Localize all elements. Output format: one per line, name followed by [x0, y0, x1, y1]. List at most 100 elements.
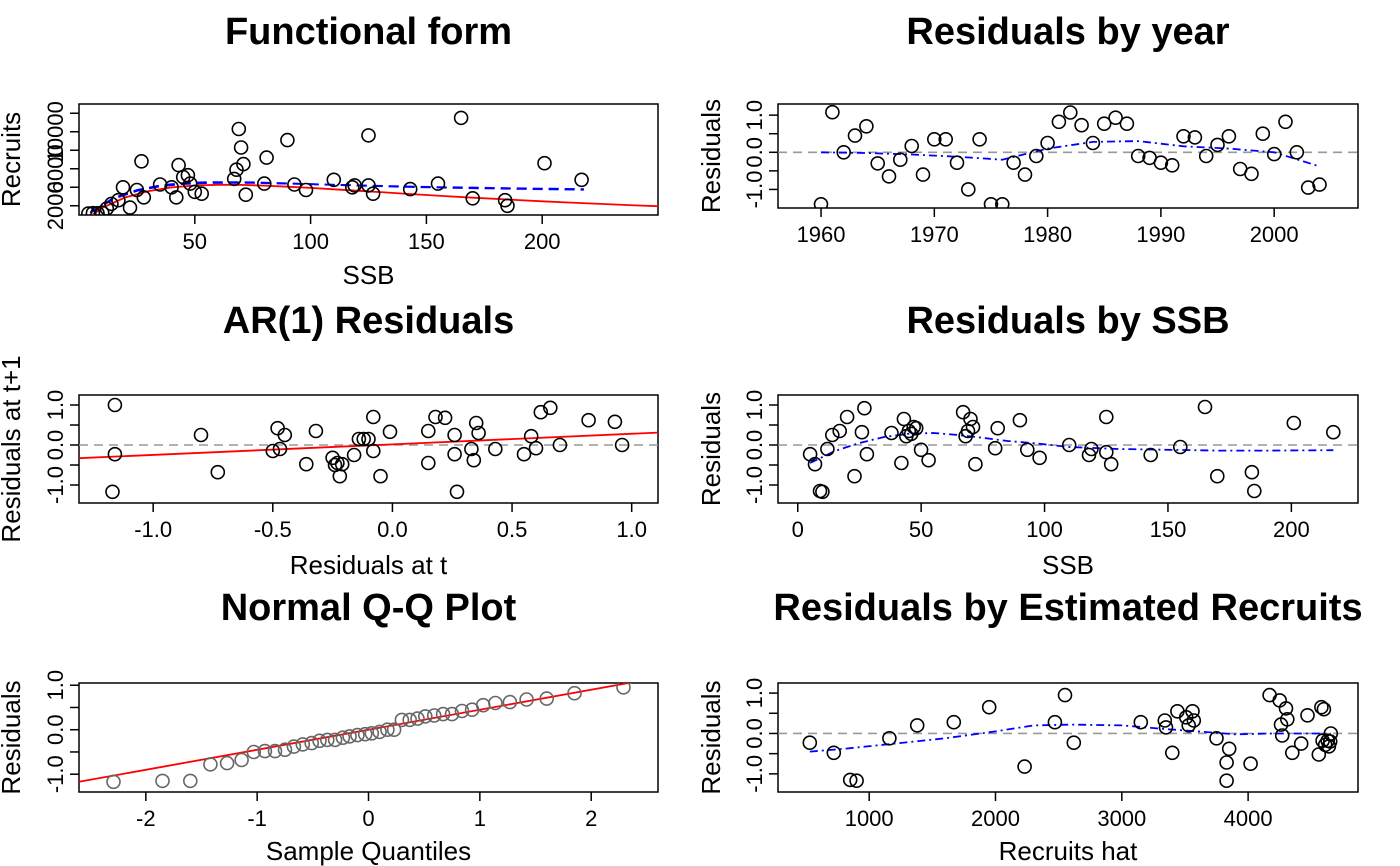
- data-point: [357, 726, 373, 742]
- chart-title: Residuals by Estimated Recruits: [773, 587, 1362, 629]
- data-point: [847, 128, 863, 143]
- data-point: [528, 440, 544, 456]
- x-tick-label: 100: [292, 229, 329, 254]
- x-tick-label: 200: [524, 229, 561, 254]
- smooth-line: [90, 181, 584, 213]
- x-tick-label: -1.0: [134, 517, 172, 542]
- data-point: [1300, 180, 1316, 195]
- y-tick-label: 0.0: [43, 430, 68, 461]
- data-point: [430, 176, 446, 191]
- data-point: [1289, 145, 1305, 160]
- data-point: [870, 156, 886, 171]
- plot-frame: [777, 682, 1359, 793]
- y-axis-label: Residuals: [696, 99, 726, 213]
- data-point: [410, 711, 425, 726]
- panel-4: Residuals by SSB 0 50 100 150 200 -1.0 0.0 1.0 SS…: [696, 300, 1359, 580]
- data-point: [298, 182, 314, 198]
- data-point: [231, 121, 247, 137]
- y-tick-label: 10000: [43, 101, 68, 162]
- data-point: [882, 730, 897, 746]
- data-point: [955, 404, 971, 420]
- y-tick-label: -1.0: [43, 755, 68, 793]
- data-point: [447, 427, 462, 443]
- data-point: [346, 447, 362, 463]
- data-point: [1096, 116, 1112, 131]
- data-point: [1164, 158, 1180, 173]
- data-point: [1051, 114, 1067, 130]
- x-tick-label: 50: [909, 517, 933, 542]
- y-tick-label: -1.0: [742, 755, 767, 793]
- data-point: [402, 181, 418, 197]
- data-point: [468, 415, 484, 431]
- data-point: [1108, 110, 1123, 125]
- data-point: [1057, 687, 1073, 703]
- data-point: [1032, 450, 1047, 466]
- data-point: [394, 712, 410, 728]
- data-point: [1286, 415, 1302, 431]
- data-point: [194, 186, 209, 201]
- x-tick-label: 150: [1150, 517, 1187, 542]
- y-tick-label: -1.0: [742, 466, 767, 504]
- data-point: [1185, 703, 1200, 719]
- x-tick-label: 50: [183, 229, 207, 254]
- data-point: [90, 206, 105, 215]
- data-point: [859, 119, 874, 134]
- data-point: [523, 428, 539, 444]
- data-point: [614, 437, 630, 453]
- data-point: [335, 730, 351, 746]
- data-point: [1143, 447, 1158, 463]
- data-point: [990, 420, 1006, 436]
- data-point: [104, 196, 119, 212]
- data-point: [122, 200, 138, 215]
- data-point: [94, 205, 110, 215]
- data-point: [1210, 137, 1225, 153]
- data-point: [987, 440, 1003, 456]
- data-point: [356, 431, 372, 447]
- data-point: [1278, 701, 1294, 716]
- data-point: [454, 703, 470, 719]
- data-point: [567, 685, 582, 701]
- data-point: [295, 737, 311, 752]
- data-point: [465, 191, 481, 206]
- y-tick-label: -1.0: [43, 466, 68, 504]
- data-point: [361, 128, 376, 143]
- data-point: [1198, 148, 1214, 164]
- data-point: [1219, 755, 1234, 770]
- data-point: [85, 205, 101, 215]
- data-point: [938, 132, 954, 147]
- y-tick-label: 0.0: [742, 718, 767, 749]
- data-point: [533, 404, 549, 420]
- x-tick-label: 0: [362, 806, 374, 831]
- panel-2: Residuals by year 1960 1970 1980 1990 2000 -1.…: [696, 11, 1359, 247]
- data-point: [488, 695, 503, 711]
- x-tick-label: 0.5: [497, 517, 528, 542]
- data-point: [537, 155, 552, 171]
- data-point: [365, 186, 381, 201]
- panel-5: Normal Q-Q Plot -2 -1 0 1 2 -1.0 0.0 1.0 Sample Q…: [0, 587, 659, 866]
- data-point: [826, 745, 842, 761]
- y-tick-label: 0.0: [742, 137, 767, 168]
- data-point: [420, 455, 436, 471]
- data-point: [347, 178, 362, 193]
- y-axis-label: Residuals: [696, 392, 726, 506]
- data-point: [1209, 730, 1224, 746]
- x-axis-label: Recruits hat: [999, 836, 1138, 866]
- x-tick-label: 2000: [971, 806, 1020, 831]
- data-point: [115, 180, 131, 195]
- data-point: [1266, 146, 1282, 162]
- data-point: [832, 423, 848, 439]
- x-axis-label: Sample Quantiles: [266, 836, 471, 866]
- data-point: [1040, 135, 1055, 151]
- data-point: [372, 724, 387, 740]
- data-point: [1197, 399, 1213, 415]
- data-point: [193, 427, 209, 443]
- data-point: [277, 742, 293, 758]
- data-point: [1020, 442, 1035, 458]
- data-point: [334, 456, 350, 472]
- data-point: [983, 197, 999, 208]
- data-point: [892, 152, 908, 167]
- plot-area: [778, 399, 1358, 500]
- y-tick-label: 1.0: [742, 678, 767, 709]
- data-point: [1243, 756, 1258, 772]
